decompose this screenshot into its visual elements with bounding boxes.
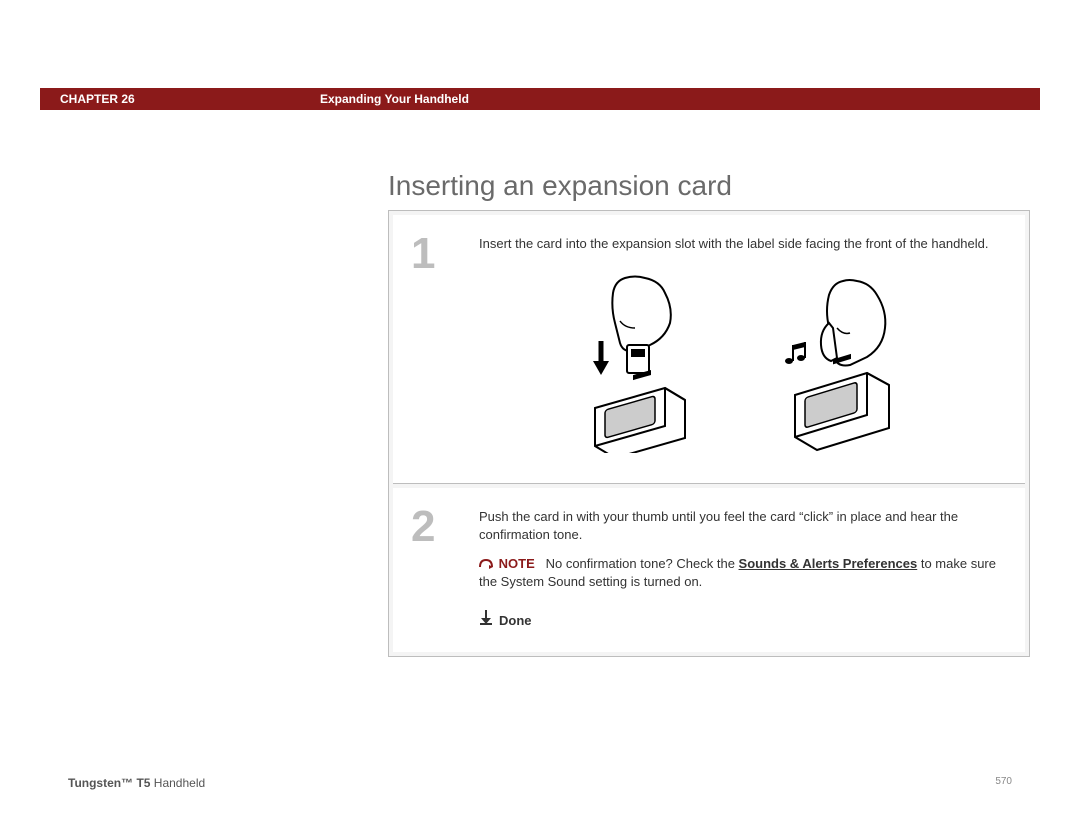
chapter-title: Expanding Your Handheld <box>320 92 469 106</box>
insert-card-illustration <box>565 273 715 453</box>
sounds-alerts-link[interactable]: Sounds & Alerts Preferences <box>739 556 918 571</box>
push-card-illustration <box>765 273 915 453</box>
step-2-note: NOTE No confirmation tone? Check the Sou… <box>479 555 1001 591</box>
step-body: Push the card in with your thumb until y… <box>473 488 1025 652</box>
step-number: 2 <box>393 488 473 652</box>
step-1-illustration <box>479 273 1001 453</box>
done-label: Done <box>499 612 532 630</box>
step-1: 1 Insert the card into the expansion slo… <box>393 215 1025 484</box>
note-text-before: No confirmation tone? Check the <box>546 556 739 571</box>
page-title: Inserting an expansion card <box>388 170 732 202</box>
page-footer: Tungsten™ T5 Handheld 570 <box>68 776 1012 790</box>
chapter-number: CHAPTER 26 <box>40 92 320 106</box>
step-number: 1 <box>393 215 473 483</box>
music-note-icon <box>785 342 805 364</box>
step-2-text: Push the card in with your thumb until y… <box>479 508 1001 544</box>
done-arrow-icon <box>479 609 493 632</box>
step-2: 2 Push the card in with your thumb until… <box>393 488 1025 652</box>
done-indicator: Done <box>479 609 1001 632</box>
product-name: Tungsten™ T5 Handheld <box>68 776 205 790</box>
step-body: Insert the card into the expansion slot … <box>473 215 1025 483</box>
note-label: NOTE <box>499 556 535 571</box>
step-1-text: Insert the card into the expansion slot … <box>479 235 1001 253</box>
page-number: 570 <box>995 776 1012 790</box>
steps-panel: 1 Insert the card into the expansion slo… <box>388 210 1030 657</box>
chapter-header-bar: CHAPTER 26 Expanding Your Handheld <box>40 88 1040 110</box>
note-icon <box>479 555 493 573</box>
